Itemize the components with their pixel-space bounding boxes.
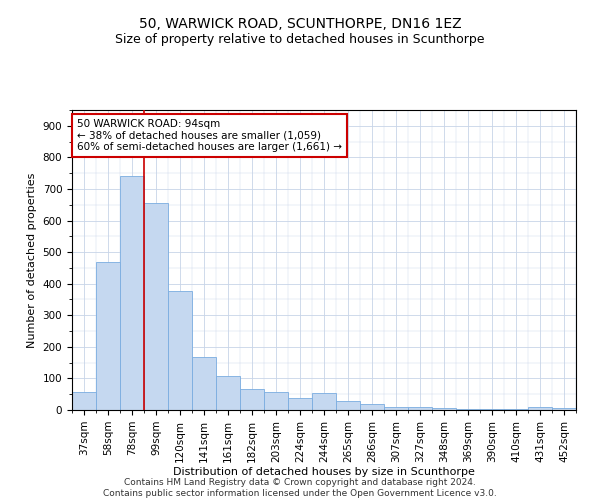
Bar [192, 357, 216, 410]
Bar [264, 392, 288, 410]
Bar [144, 203, 168, 410]
Text: 50, WARWICK ROAD, SCUNTHORPE, DN16 1EZ: 50, WARWICK ROAD, SCUNTHORPE, DN16 1EZ [139, 18, 461, 32]
Bar [480, 409, 504, 410]
Bar [288, 398, 312, 410]
Bar [384, 407, 408, 410]
Bar [312, 392, 336, 410]
Bar [240, 388, 264, 410]
Bar [432, 408, 456, 410]
Bar [336, 400, 360, 410]
Bar [456, 408, 480, 410]
Bar [96, 262, 120, 410]
Bar [216, 376, 240, 410]
Bar [360, 404, 384, 410]
X-axis label: Distribution of detached houses by size in Scunthorpe: Distribution of detached houses by size … [173, 468, 475, 477]
Y-axis label: Number of detached properties: Number of detached properties [27, 172, 37, 348]
Bar [408, 408, 432, 410]
Text: 50 WARWICK ROAD: 94sqm
← 38% of detached houses are smaller (1,059)
60% of semi-: 50 WARWICK ROAD: 94sqm ← 38% of detached… [77, 119, 342, 152]
Bar [552, 408, 576, 410]
Text: Size of property relative to detached houses in Scunthorpe: Size of property relative to detached ho… [115, 32, 485, 46]
Bar [528, 408, 552, 410]
Bar [120, 176, 144, 410]
Bar [168, 290, 192, 410]
Text: Contains HM Land Registry data © Crown copyright and database right 2024.
Contai: Contains HM Land Registry data © Crown c… [103, 478, 497, 498]
Bar [72, 392, 96, 410]
